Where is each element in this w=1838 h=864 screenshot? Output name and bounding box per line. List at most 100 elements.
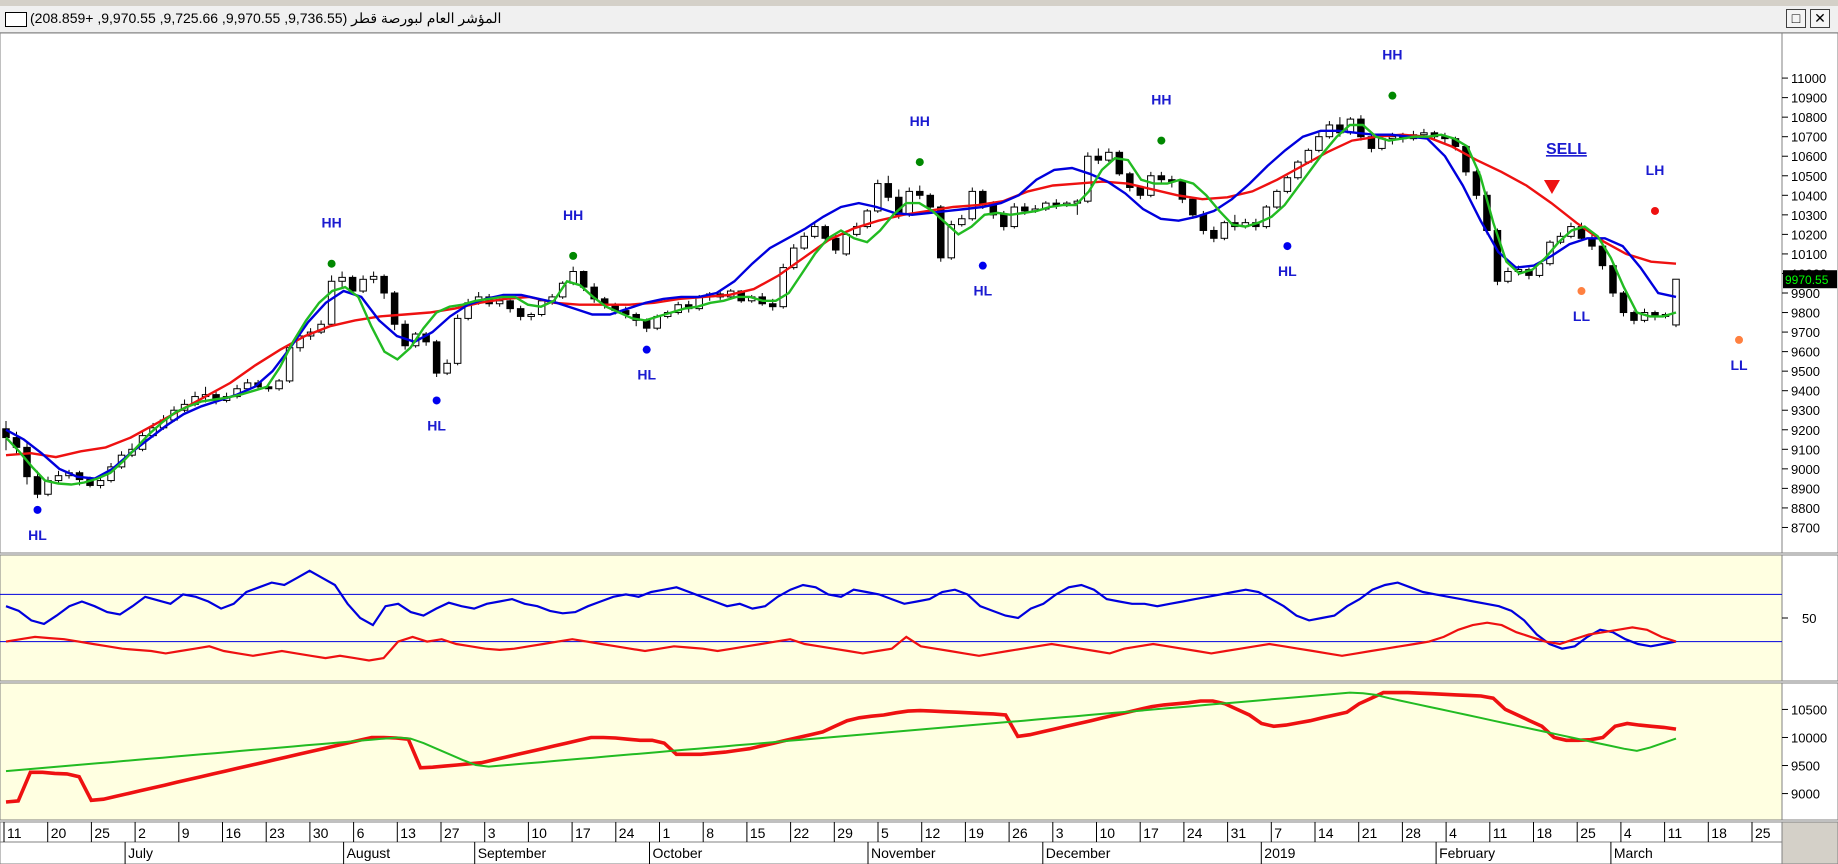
candle-body	[1504, 271, 1512, 282]
stock-chart[interactable]: 8700 8800 8900 9000 9100 9200 9300 9400 9500 9600…	[0, 33, 1838, 864]
price-axis-tick-label: 10400	[1791, 188, 1827, 203]
price-axis-tick-label: 8900	[1791, 481, 1820, 496]
x-axis-day-label: 4	[1449, 825, 1457, 841]
candle-body	[338, 276, 346, 282]
candle-body	[390, 292, 399, 325]
candle-body	[1105, 151, 1113, 161]
last-price-label: 9970.55	[1785, 273, 1829, 287]
price-axis-tick-label: 9600	[1791, 345, 1820, 360]
candle-body	[1619, 292, 1628, 314]
x-axis-month-label: December	[1046, 845, 1111, 861]
candle-body	[768, 303, 777, 308]
x-axis-month-label: August	[347, 845, 391, 861]
x-axis-day-label: 7	[1274, 825, 1282, 841]
candle-body	[54, 475, 63, 482]
candle-body	[401, 323, 409, 347]
candle-body	[369, 275, 378, 280]
price-axis-tick-label: 9900	[1791, 286, 1820, 301]
pivot-label: HL	[973, 283, 992, 299]
window-title-bar: المؤشر العام لبورصة قطر (9,736.55, 9,970…	[0, 6, 1838, 33]
x-axis-day-label: 4	[1624, 825, 1632, 841]
x-axis-day-label: 21	[1362, 825, 1378, 841]
candle-body	[453, 317, 462, 364]
x-axis-day-label: 25	[94, 825, 110, 841]
x-axis-day-label: 27	[444, 825, 460, 841]
x-axis-month-label: November	[871, 845, 936, 861]
price-axis-tick-label: 9400	[1791, 384, 1820, 399]
sell-arrow	[1543, 180, 1560, 195]
x-axis-day-label: 17	[1143, 825, 1159, 841]
x-axis-day-label: 28	[1405, 825, 1421, 841]
candle-body	[380, 275, 388, 294]
sell-signal-label: SELL	[1546, 141, 1587, 158]
pivot-dot	[33, 505, 42, 514]
pivot-dot	[1283, 242, 1292, 251]
candle-body	[1357, 118, 1365, 138]
candle-body	[1493, 229, 1502, 282]
price-axis-area	[1781, 33, 1838, 554]
candle-body	[1094, 155, 1103, 161]
x-axis: 11 20 25 2 9 16 23 30 6 13 27 3 10 17 24 1 8 15 22 29 5 12 19 2…	[0, 821, 1838, 864]
x-axis-day-label: 9	[182, 825, 190, 841]
candle-body	[2, 428, 10, 439]
pivot-dot	[327, 259, 336, 268]
candle-body	[432, 341, 441, 374]
lower-indicator-panel: 9000 9500 10000 10500	[0, 682, 1838, 821]
candle-body	[558, 282, 567, 298]
candle-body	[1420, 132, 1428, 136]
x-axis-day-label: 20	[51, 825, 67, 841]
x-axis-day-label: 30	[313, 825, 329, 841]
oscillator-plot-area	[0, 554, 1783, 682]
price-axis-tick-label: 9800	[1791, 306, 1820, 321]
x-axis-month-label: March	[1614, 845, 1653, 861]
candle-body	[884, 183, 893, 198]
pivot-label: HH	[1151, 92, 1171, 108]
lower-line-red	[5, 690, 1677, 804]
candle-body	[1157, 175, 1166, 181]
candle-body	[1672, 278, 1680, 326]
x-axis-day-label: 19	[968, 825, 984, 841]
price-plot-area	[0, 33, 1783, 554]
price-axis-tick-label: 10500	[1791, 169, 1827, 184]
candle-body	[1472, 171, 1481, 196]
lower-plot-area	[0, 682, 1783, 821]
candle-body	[916, 190, 924, 196]
x-axis-day-label: 10	[1100, 825, 1116, 841]
candle-body	[779, 267, 787, 308]
price-axis-tick-label: 9000	[1791, 462, 1820, 477]
x-axis-month-label: July	[128, 845, 153, 861]
price-axis-tick-label: 9700	[1791, 325, 1820, 340]
price-axis-tick-label: 10100	[1791, 247, 1827, 262]
candle-body	[863, 210, 872, 228]
candle-body	[1283, 177, 1292, 192]
price-axis-tick-label: 10800	[1791, 110, 1827, 125]
lower-axis-tick-label: 9500	[1791, 759, 1820, 774]
maximize-icon[interactable]: □	[1786, 9, 1806, 28]
price-axis-tick-label: 9500	[1791, 364, 1820, 379]
x-axis-day-label: 13	[400, 825, 416, 841]
price-axis-tick-label: 10900	[1791, 91, 1827, 106]
x-axis-day-label: 22	[794, 825, 810, 841]
close-icon[interactable]: ✕	[1810, 9, 1830, 28]
candle-body	[1010, 206, 1019, 228]
pivot-label: HH	[563, 207, 583, 223]
candle-body	[506, 300, 514, 310]
x-axis-day-label: 29	[837, 825, 853, 841]
x-axis-day-label: 11	[7, 825, 22, 841]
candle-body	[642, 319, 651, 329]
pivot-dot	[432, 396, 441, 405]
x-axis-day-label: 15	[750, 825, 766, 841]
candle-body	[1273, 190, 1281, 208]
moving-average-fast	[5, 123, 1677, 486]
candle-body	[810, 226, 819, 237]
x-axis-day-label: 12	[925, 825, 941, 841]
x-axis-day-label: 23	[269, 825, 285, 841]
x-axis-day-label: 11	[1493, 825, 1508, 841]
lower-axis-tick-label: 10000	[1791, 730, 1827, 745]
oscillator-panel: 50	[0, 554, 1838, 682]
candle-body	[275, 380, 283, 390]
pivot-label: LL	[1730, 357, 1748, 373]
candle-body	[1315, 136, 1323, 151]
x-axis-day-label: 3	[488, 825, 496, 841]
candle-body	[1199, 214, 1208, 231]
